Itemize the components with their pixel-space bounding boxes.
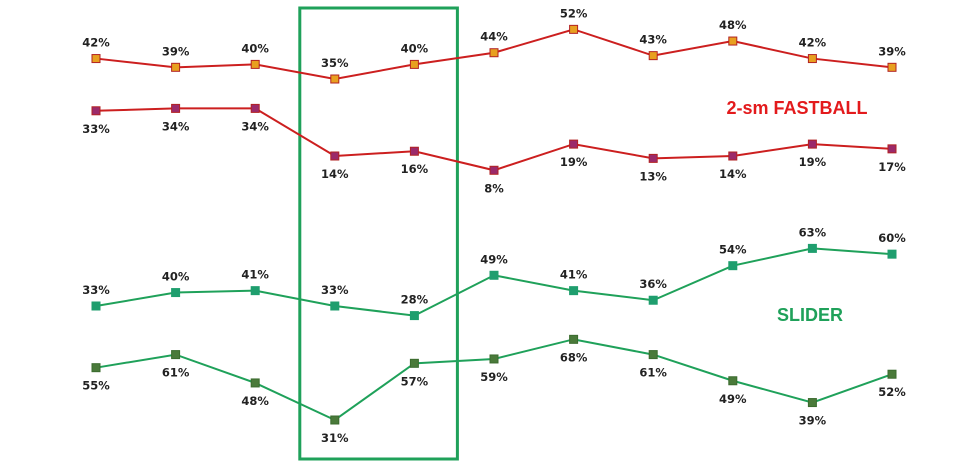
data-label: 17% [878, 160, 906, 174]
data-label: 52% [560, 6, 588, 20]
data-label: 36% [639, 277, 667, 291]
data-label: 52% [878, 385, 906, 399]
data-label: 14% [321, 167, 349, 181]
data-point [728, 151, 738, 161]
data-label: 57% [401, 374, 429, 388]
data-label: 48% [719, 18, 747, 32]
data-point [171, 288, 181, 298]
data-point [409, 311, 419, 321]
data-point [91, 301, 101, 311]
data-label: 14% [719, 167, 747, 181]
data-point [807, 54, 817, 64]
data-label: 35% [321, 56, 349, 70]
data-label: 31% [321, 431, 349, 445]
data-point [887, 144, 897, 154]
data-label: 44% [480, 30, 508, 44]
data-point [728, 376, 738, 386]
data-label: 43% [639, 33, 667, 47]
group-label-1: 2-sm FASTBALL [726, 98, 867, 118]
data-point [648, 295, 658, 305]
data-label: 39% [162, 44, 190, 58]
data-label: 34% [162, 119, 190, 133]
data-point [728, 36, 738, 46]
data-point [489, 270, 499, 280]
data-point [807, 398, 817, 408]
data-label: 55% [82, 379, 110, 393]
data-label: 42% [799, 36, 827, 50]
data-label: 16% [401, 162, 429, 176]
data-label: 49% [719, 392, 747, 406]
data-label: 41% [560, 268, 588, 282]
data-point [330, 301, 340, 311]
data-point [887, 249, 897, 259]
data-point [409, 59, 419, 69]
highlight-box [298, 6, 459, 461]
data-point [569, 24, 579, 34]
data-point [330, 74, 340, 84]
data-label: 19% [560, 155, 588, 169]
data-label: 40% [401, 41, 429, 55]
data-label: 13% [639, 169, 667, 183]
data-point [489, 48, 499, 58]
data-label: 68% [560, 350, 588, 364]
data-point [171, 62, 181, 72]
data-point [250, 286, 260, 296]
data-point [330, 415, 340, 425]
data-point [887, 62, 897, 72]
data-label: 48% [241, 394, 269, 408]
data-point [250, 103, 260, 113]
data-label: 33% [321, 283, 349, 297]
data-label: 39% [799, 414, 827, 428]
data-point [887, 369, 897, 379]
data-label: 39% [878, 44, 906, 58]
data-point [91, 106, 101, 116]
data-label: 61% [162, 366, 190, 380]
data-point [807, 243, 817, 253]
data-point [250, 59, 260, 69]
data-label: 41% [241, 268, 269, 282]
data-point [807, 139, 817, 149]
data-point [489, 354, 499, 364]
data-point [250, 378, 260, 388]
data-label: 40% [241, 41, 269, 55]
group-label-2: SLIDER [777, 305, 843, 325]
data-point [171, 103, 181, 113]
data-label: 19% [799, 155, 827, 169]
data-label: 54% [719, 243, 747, 257]
data-point [409, 358, 419, 368]
data-point [91, 363, 101, 373]
data-point [489, 165, 499, 175]
data-label: 59% [480, 370, 508, 384]
data-point [409, 146, 419, 156]
data-label: 61% [639, 366, 667, 380]
data-label: 40% [162, 270, 190, 284]
data-point [648, 153, 658, 163]
data-label: 8% [484, 181, 504, 195]
data-point [728, 261, 738, 271]
data-point [330, 151, 340, 161]
data-label: 28% [401, 293, 429, 307]
data-point [91, 54, 101, 64]
data-label: 63% [799, 225, 827, 239]
data-point [569, 334, 579, 344]
data-point [569, 139, 579, 149]
data-label: 33% [82, 283, 110, 297]
data-label: 60% [878, 231, 906, 245]
data-label: 34% [241, 119, 269, 133]
data-point [648, 350, 658, 360]
data-point [569, 286, 579, 296]
data-point [171, 350, 181, 360]
data-label: 42% [82, 36, 110, 50]
data-point [648, 51, 658, 61]
data-label: 49% [480, 252, 508, 266]
data-label: 33% [82, 122, 110, 136]
